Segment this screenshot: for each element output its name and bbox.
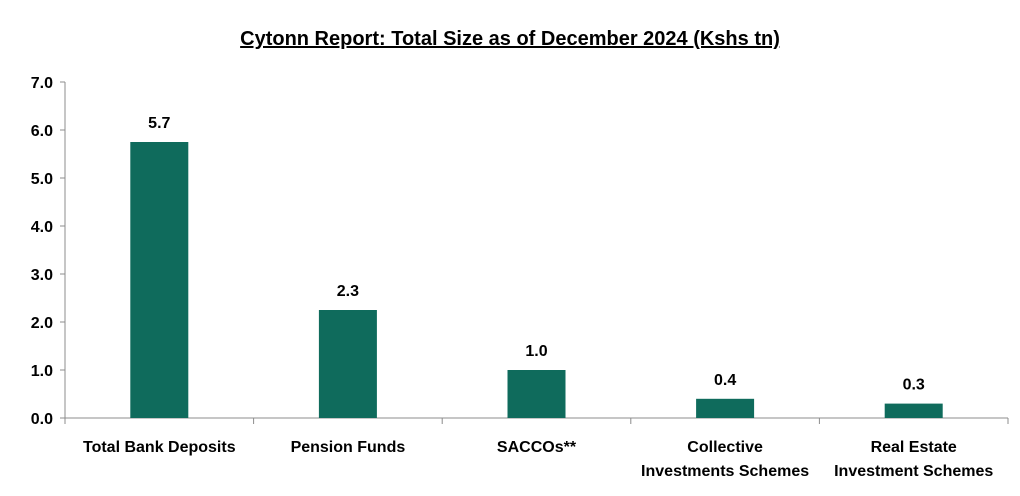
data-label: 0.3: [903, 377, 925, 394]
category-label: SACCOs**: [497, 439, 577, 456]
y-tick-label: 0.0: [31, 411, 53, 428]
y-tick-label: 4.0: [31, 219, 53, 236]
data-label: 2.3: [337, 283, 359, 300]
data-label: 1.0: [525, 343, 547, 360]
data-labels: 5.7 2.3 1.0 0.4 0.3: [148, 115, 925, 394]
bar: [884, 403, 943, 418]
category-labels: Total Bank Deposits Pension Funds SACCOs**…: [83, 439, 993, 480]
category-label: Collective: [687, 439, 763, 456]
y-tick-label: 5.0: [31, 171, 53, 188]
x-axis: [64, 417, 1009, 424]
y-axis: 0.0 1.0 2.0 3.0 4.0 5.0 6.0 7.0: [31, 75, 66, 428]
y-tick-label: 6.0: [31, 123, 53, 140]
y-tick-label: 3.0: [31, 267, 53, 284]
y-tick-label: 7.0: [31, 75, 53, 92]
category-label: Investment Schemes: [834, 463, 993, 480]
data-label: 0.4: [714, 372, 736, 389]
category-label: Pension Funds: [291, 439, 406, 456]
category-label: Investments Schemes: [641, 463, 809, 480]
bar: [318, 310, 377, 418]
y-tick-label: 2.0: [31, 315, 53, 332]
chart-title: Cytonn Report: Total Size as of December…: [240, 28, 780, 50]
bar: [696, 398, 755, 418]
data-label: 5.7: [148, 115, 170, 132]
category-label: Real Estate: [871, 439, 957, 456]
y-tick-label: 1.0: [31, 363, 53, 380]
category-label: Total Bank Deposits: [83, 439, 236, 456]
bar: [507, 370, 566, 418]
bars: [130, 142, 943, 418]
bar: [130, 142, 189, 418]
